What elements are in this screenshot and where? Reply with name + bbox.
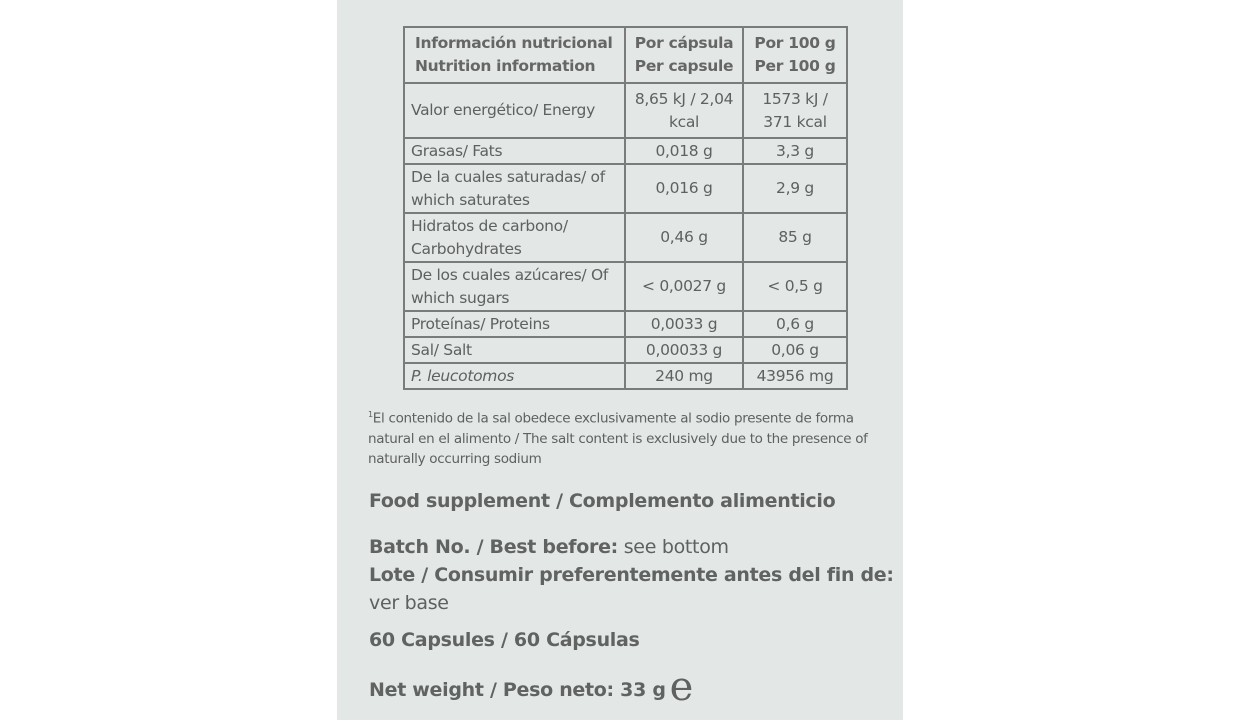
row-per-capsule: 8,65 kJ / 2,04 kcal [624, 82, 744, 139]
row-label: Hidratos de carbono/ Carbohydrates [403, 212, 626, 263]
row-per-100g: 0,6 g [742, 310, 848, 338]
supplement-label: Food supplement / Complemento alimentici… [369, 490, 836, 512]
table-row: De la cuales saturadas/ of which saturat… [403, 163, 848, 214]
table-row: P. leucotomos 240 mg 43956 mg [403, 362, 848, 390]
row-per-capsule: 0,016 g [624, 163, 744, 214]
table-row: Valor energético/ Energy 8,65 kJ / 2,04 k… [403, 82, 848, 139]
nutrition-table: Información nutricional Nutrition informa… [403, 26, 848, 390]
row-per-capsule: < 0,0027 g [624, 261, 744, 312]
batch-label-en: Batch No. / Best before: [369, 536, 618, 558]
header-label-en: Nutrition information [415, 57, 596, 75]
batch-info: Batch No. / Best before: see bottom Lote… [369, 533, 894, 617]
table-row: Sal/ Salt 0,00033 g 0,06 g [403, 336, 848, 364]
row-per-capsule: 0,018 g [624, 137, 744, 165]
row-label: Valor energético/ Energy [403, 82, 626, 139]
row-label: Grasas/ Fats [403, 137, 626, 165]
supplement-text: Food supplement / Complemento alimentici… [369, 490, 836, 512]
row-per-capsule: 240 mg [624, 362, 744, 390]
row-per-capsule: 0,0033 g [624, 310, 744, 338]
row-per-100g: 43956 mg [742, 362, 848, 390]
table-row: Proteínas/ Proteins 0,0033 g 0,6 g [403, 310, 848, 338]
row-per-100g: 2,9 g [742, 163, 848, 214]
footnote-marker: 1 [368, 410, 373, 419]
capsule-count-text: 60 Capsules / 60 Cápsulas [369, 629, 640, 651]
row-label: Sal/ Salt [403, 336, 626, 364]
row-label: De la cuales saturadas/ of which saturat… [403, 163, 626, 214]
row-per-100g: 85 g [742, 212, 848, 263]
table-header-row: Información nutricional Nutrition informa… [403, 26, 848, 84]
batch-value-es: ver base [369, 592, 449, 614]
row-per-100g: 3,3 g [742, 137, 848, 165]
table-row: Grasas/ Fats 0,018 g 3,3 g [403, 137, 848, 165]
batch-label-es: Lote / Consumir preferentemente antes de… [369, 564, 894, 586]
table-row: De los cuales azúcares/ Of which sugars <… [403, 261, 848, 312]
header-per-100g: Por 100 g Per 100 g [742, 26, 848, 84]
header-label-es: Información nutricional [415, 34, 613, 52]
capsule-count: 60 Capsules / 60 Cápsulas [369, 629, 640, 651]
row-label: P. leucotomos [403, 362, 626, 390]
table-row: Hidratos de carbono/ Carbohydrates 0,46 g… [403, 212, 848, 263]
salt-footnote: 1El contenido de la sal obedece exclusiv… [368, 405, 868, 469]
row-per-capsule: 0,00033 g [624, 336, 744, 364]
header-col2-en: Per 100 g [754, 57, 836, 75]
row-label: De los cuales azúcares/ Of which sugars [403, 261, 626, 312]
row-per-100g: 1573 kJ / 371 kcal [742, 82, 848, 139]
row-label: Proteínas/ Proteins [403, 310, 626, 338]
row-per-100g: 0,06 g [742, 336, 848, 364]
row-per-capsule: 0,46 g [624, 212, 744, 263]
header-label: Información nutricional Nutrition informa… [403, 26, 626, 84]
header-col1-en: Per capsule [634, 57, 734, 75]
header-col1-es: Por cápsula [634, 34, 734, 52]
row-per-100g: < 0,5 g [742, 261, 848, 312]
footnote-text: El contenido de la sal obedece exclusiva… [368, 410, 868, 467]
batch-value-en: see bottom [617, 536, 729, 558]
header-per-capsule: Por cápsula Per capsule [624, 26, 744, 84]
estimated-e-mark-icon: e [669, 664, 694, 710]
header-col2-es: Por 100 g [754, 34, 836, 52]
net-weight-text: Net weight / Peso neto: 33 g [369, 679, 666, 701]
